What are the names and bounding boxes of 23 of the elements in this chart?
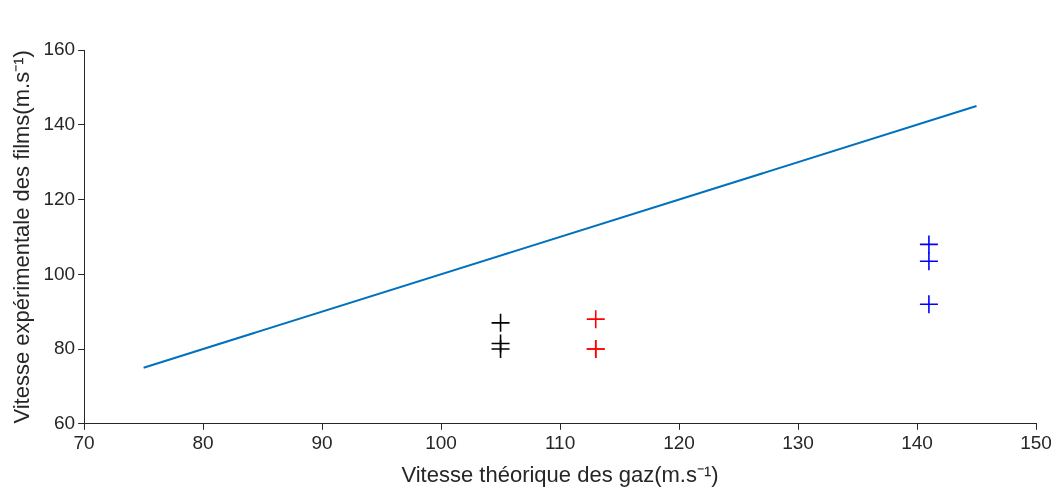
y-tick-label: 80 bbox=[53, 337, 76, 359]
y-tick-label: 120 bbox=[43, 187, 76, 209]
point bbox=[919, 294, 939, 314]
x-tick-label: 80 bbox=[192, 432, 214, 454]
x-tick-label: 100 bbox=[425, 432, 457, 454]
x-tick-label: 90 bbox=[311, 432, 333, 454]
point bbox=[919, 251, 939, 271]
x-tick-label: 150 bbox=[1020, 432, 1052, 454]
x-tick-label: 120 bbox=[663, 432, 695, 454]
x-tick-label: 110 bbox=[544, 432, 576, 454]
point bbox=[490, 313, 511, 333]
y-tick-label: 60 bbox=[53, 412, 76, 434]
y-axis-title: Vitesse expérimentale des films(m.s⁻¹) bbox=[9, 50, 35, 424]
x-axis-title: Vitesse théorique des gaz(m.s⁻¹) bbox=[401, 461, 719, 487]
point bbox=[585, 309, 606, 329]
point bbox=[490, 339, 511, 359]
x-tick-label: 130 bbox=[782, 432, 814, 454]
y-tick-label: 160 bbox=[43, 38, 76, 60]
y-tick-label: 140 bbox=[43, 112, 76, 134]
y-tick-label: 100 bbox=[43, 262, 76, 284]
x-tick-label: 70 bbox=[73, 432, 95, 454]
point bbox=[919, 234, 939, 255]
x-tick-label: 140 bbox=[901, 432, 933, 454]
